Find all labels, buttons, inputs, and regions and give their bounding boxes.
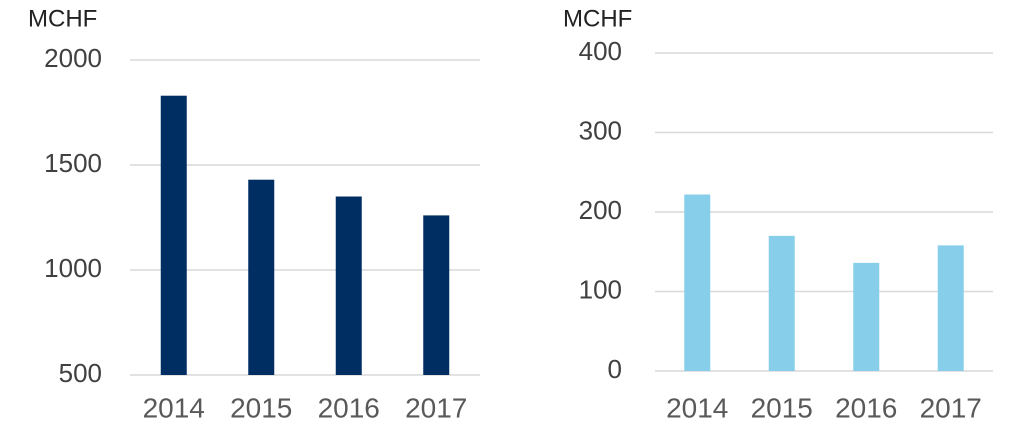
y-tick-label: 500	[59, 358, 102, 388]
x-tick-label: 2014	[143, 392, 205, 423]
y-tick-label: 0	[608, 354, 622, 384]
y-tick-label: 100	[579, 274, 622, 304]
bar	[853, 262, 880, 371]
y-tick-label: 300	[579, 115, 622, 145]
y-axis-label: MCHF	[563, 5, 632, 32]
bar	[160, 95, 187, 375]
x-tick-label: 2015	[230, 392, 292, 423]
y-tick-label: 400	[579, 36, 622, 66]
y-axis-label: MCHF	[28, 5, 97, 32]
x-tick-label: 2015	[751, 392, 813, 423]
x-tick-label: 2017	[405, 392, 467, 423]
x-tick-label: 2016	[318, 392, 380, 423]
bar	[684, 194, 711, 371]
bar	[423, 215, 450, 375]
bar	[335, 196, 362, 375]
y-tick-label: 2000	[44, 43, 102, 73]
x-tick-label: 2016	[835, 392, 897, 423]
x-tick-label: 2017	[920, 392, 982, 423]
y-tick-label: 1500	[44, 148, 102, 178]
y-tick-label: 1000	[44, 253, 102, 283]
x-tick-label: 2014	[666, 392, 728, 423]
bar	[937, 245, 964, 371]
bar	[248, 179, 275, 375]
bar	[768, 235, 795, 371]
y-tick-label: 200	[579, 195, 622, 225]
